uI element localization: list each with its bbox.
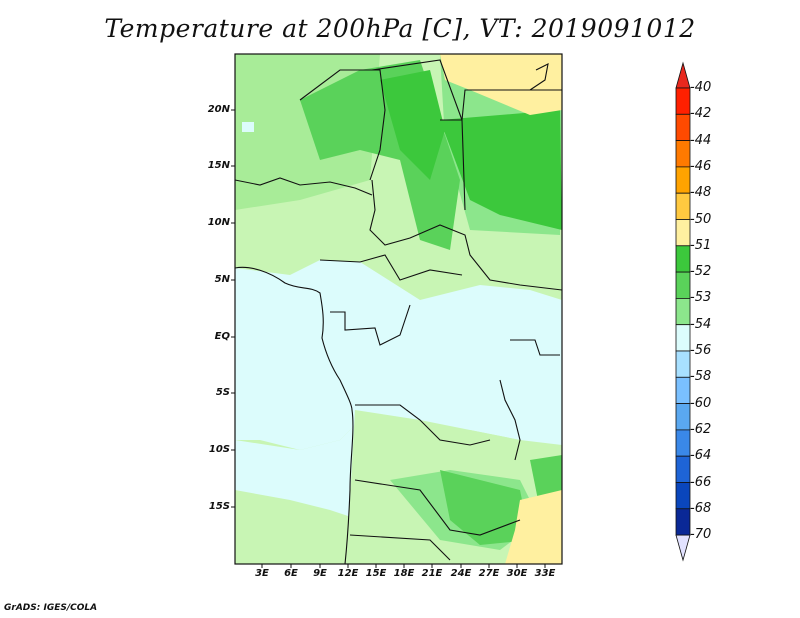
colorbar-label: -66	[690, 474, 712, 490]
colorbar-swatch	[675, 508, 691, 536]
colorbar-swatch	[675, 113, 691, 142]
lon-label-30e: 30E	[506, 568, 528, 579]
lon-label-27e: 27E	[478, 568, 500, 579]
colorbar-swatch	[675, 324, 691, 352]
lon-label-15e: 15E	[365, 568, 387, 579]
colorbar-label: -51	[690, 237, 712, 253]
colorbar-label: -58	[690, 369, 712, 385]
field-southeast-warm	[505, 490, 562, 564]
lon-label-24e: 24E	[450, 568, 472, 579]
map-title: Temperature at 200hPa [C], VT: 201909101…	[104, 14, 696, 43]
lon-label-21e: 21E	[421, 568, 443, 579]
lat-label-20n: 20N	[207, 104, 230, 115]
colorbar	[675, 61, 691, 562]
lat-label-15s: 15S	[208, 501, 230, 512]
border-angola-drc	[355, 404, 491, 446]
colorbar-swatch	[675, 166, 691, 194]
colorbar-label: -53	[690, 290, 712, 306]
colorbar-swatch	[675, 87, 691, 115]
atlantic-coastline	[235, 266, 354, 564]
lat-label-10n: 10N	[207, 217, 230, 228]
lake-tanganyika	[499, 379, 521, 461]
lon-label-6e: 6E	[284, 568, 298, 579]
field-southwest-light	[235, 500, 345, 564]
border-sahel-west	[235, 177, 373, 196]
lon-label-12e: 12E	[337, 568, 359, 579]
lat-label-5s: 5S	[215, 387, 230, 398]
colorbar-label: -64	[690, 448, 712, 464]
colorbar-label: -40	[690, 80, 712, 95]
lon-label-33e: 33E	[534, 568, 556, 579]
field-northeast-dark	[440, 110, 562, 230]
border-south	[349, 534, 451, 561]
colorbar-label: -46	[690, 158, 712, 174]
colorbar-label: -44	[690, 132, 712, 148]
lon-label-3e: 3E	[255, 568, 269, 579]
map-frame	[234, 53, 563, 565]
lat-ticks	[231, 109, 235, 508]
colorbar-label: -52	[690, 264, 712, 280]
colorbar-swatch	[675, 297, 691, 326]
colorbar-label: -56	[690, 343, 712, 358]
field-patch-cold	[242, 122, 254, 132]
border-congo	[330, 304, 411, 346]
border-chad-libya	[371, 59, 466, 211]
colorbar-swatch	[675, 219, 691, 247]
colorbar-swatch	[675, 429, 691, 457]
colorbar-swatch	[675, 455, 691, 483]
field-southwest-cold	[235, 420, 380, 520]
colorbar-swatch	[675, 245, 691, 273]
border-niger	[299, 69, 386, 181]
lon-label-9e: 9E	[313, 568, 327, 579]
field-gulf-cold	[250, 295, 320, 330]
colorbar-label: -54	[690, 316, 712, 332]
colorbar-label: -70	[690, 527, 712, 543]
lat-label-15n: 15N	[207, 160, 230, 171]
lon-label-18e: 18E	[393, 568, 415, 579]
nile-north	[529, 63, 549, 91]
border-car	[319, 254, 463, 281]
colorbar-swatch	[675, 376, 691, 404]
colorbar-label: -68	[690, 500, 712, 516]
coastlines-and-borders	[235, 59, 562, 564]
border-namibia-zambia	[354, 479, 521, 536]
lat-label-5n: 5N	[214, 274, 230, 285]
border-sudan-north	[440, 89, 562, 121]
field-equatorial-cold	[235, 260, 562, 450]
colorbar-top-triangle	[675, 61, 691, 89]
colorbar-label: -60	[690, 395, 712, 411]
colorbar-label: -42	[690, 106, 712, 122]
colorbar-label: -62	[690, 421, 712, 437]
border-central	[369, 179, 562, 291]
field-south-dark	[440, 470, 530, 545]
lat-label-eq: EQ	[214, 331, 230, 342]
colorbar-swatch	[675, 271, 691, 299]
colorbar-swatch	[675, 192, 691, 220]
field-sahel-dark	[380, 70, 445, 180]
colorbar-swatch	[675, 403, 691, 431]
grads-credit: GrADS: IGES/COLA	[4, 603, 98, 613]
border-east	[510, 339, 560, 356]
colorbar-swatch	[675, 482, 691, 510]
colorbar-swatch	[675, 140, 691, 168]
colorbar-bottom-triangle	[675, 534, 691, 562]
temperature-field	[235, 54, 562, 564]
lon-ticks	[261, 564, 546, 568]
colorbar-label: -48	[690, 185, 712, 201]
field-northeast-warm	[440, 54, 562, 115]
colorbar-label: -50	[690, 211, 712, 227]
lat-label-10s: 10S	[208, 444, 230, 455]
colorbar-swatch	[675, 350, 691, 378]
